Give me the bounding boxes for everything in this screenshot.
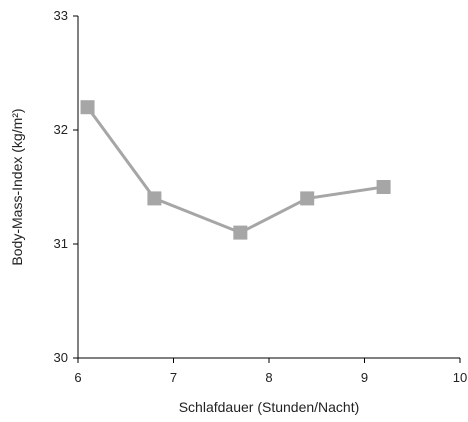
y-tick-label: 32	[54, 122, 68, 137]
data-point-marker	[233, 225, 248, 240]
data-point-marker	[147, 191, 162, 206]
y-ticks: 30 31 32 33	[54, 8, 78, 365]
x-tick-label: 9	[361, 370, 368, 385]
data-point-marker	[300, 191, 315, 206]
data-point-marker	[376, 180, 391, 194]
y-tick-label: 30	[54, 350, 68, 365]
x-tick-label: 7	[170, 370, 177, 385]
y-axis-label: Body-Mass-Index (kg/m²)	[9, 108, 25, 265]
series-line	[86, 106, 384, 235]
data-point-marker	[80, 100, 95, 115]
x-tick-label: 10	[453, 370, 467, 385]
y-tick-label: 33	[54, 8, 68, 23]
x-tick-label: 8	[265, 370, 272, 385]
axes	[77, 16, 460, 359]
series	[80, 100, 391, 240]
x-axis-label: Schlafdauer (Stunden/Nacht)	[179, 399, 360, 415]
y-tick-label: 31	[54, 236, 68, 251]
x-ticks: 6 7 8 9 10	[74, 358, 467, 385]
x-tick-label: 6	[74, 370, 81, 385]
